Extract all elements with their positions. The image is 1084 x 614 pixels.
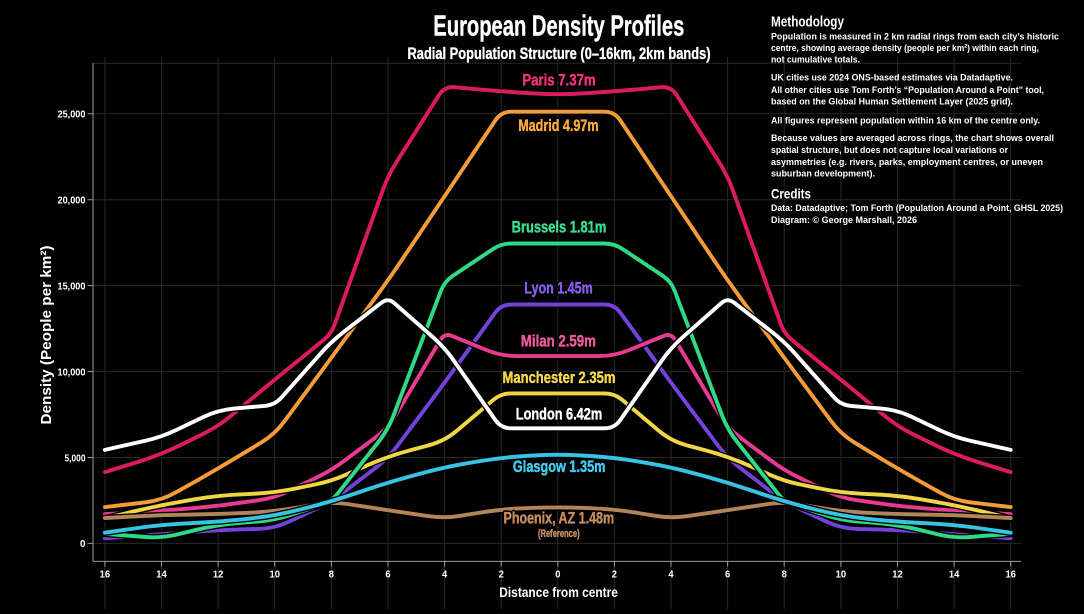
- svg-text:14: 14: [156, 568, 167, 580]
- svg-text:not cumulative totals.: not cumulative totals.: [771, 54, 860, 65]
- svg-text:Because values are averaged ac: Because values are averaged across rings…: [771, 133, 1054, 144]
- svg-text:Diagram: © George Marshall, 20: Diagram: © George Marshall, 2026: [771, 215, 917, 226]
- svg-text:12: 12: [892, 568, 903, 580]
- svg-text:12: 12: [213, 568, 224, 580]
- svg-text:4: 4: [442, 568, 447, 580]
- svg-text:10: 10: [269, 568, 280, 580]
- svg-text:10: 10: [836, 568, 847, 580]
- svg-text:8: 8: [782, 568, 787, 580]
- svg-text:8: 8: [329, 568, 334, 580]
- svg-text:15,000: 15,000: [58, 280, 86, 292]
- svg-text:Milan 2.59m: Milan 2.59m: [521, 331, 596, 350]
- svg-text:6: 6: [725, 568, 730, 580]
- svg-text:Credits: Credits: [771, 187, 811, 202]
- svg-text:based on the Global Human Sett: based on the Global Human Settlement Lay…: [771, 97, 1013, 108]
- svg-text:14: 14: [949, 568, 960, 580]
- svg-text:London 6.42m: London 6.42m: [516, 404, 602, 423]
- svg-text:spatial structure, but does no: spatial structure, but does not capture …: [771, 145, 1008, 156]
- svg-text:16: 16: [1005, 568, 1016, 580]
- svg-text:Phoenix, AZ 1.48m: Phoenix, AZ 1.48m: [504, 509, 615, 528]
- svg-text:25,000: 25,000: [58, 109, 86, 121]
- svg-text:European Density Profiles: European Density Profiles: [433, 11, 684, 43]
- svg-text:2: 2: [499, 568, 504, 580]
- svg-text:Madrid 4.97m: Madrid 4.97m: [518, 116, 598, 135]
- svg-text:Brussels 1.81m: Brussels 1.81m: [512, 218, 607, 237]
- svg-text:Manchester 2.35m: Manchester 2.35m: [503, 368, 616, 387]
- svg-text:16: 16: [100, 568, 111, 580]
- svg-text:0: 0: [555, 568, 560, 580]
- svg-text:Glasgow 1.35m: Glasgow 1.35m: [513, 457, 606, 476]
- svg-text:6: 6: [385, 568, 390, 580]
- svg-text:2: 2: [612, 568, 617, 580]
- svg-text:Manchester 2.35m: Manchester 2.35m: [503, 368, 616, 387]
- svg-text:Glasgow 1.35m: Glasgow 1.35m: [513, 457, 606, 476]
- svg-text:Phoenix, AZ 1.48m: Phoenix, AZ 1.48m: [504, 509, 615, 528]
- svg-text:Distance from centre: Distance from centre: [499, 584, 618, 600]
- svg-text:UK cities use 2024 ONS-based e: UK cities use 2024 ONS-based estimates v…: [771, 73, 1013, 84]
- svg-text:London 6.42m: London 6.42m: [516, 404, 602, 423]
- svg-text:Data: Datadaptive; Tom Forth (: Data: Datadaptive; Tom Forth (Population…: [771, 203, 1063, 214]
- svg-text:20,000: 20,000: [58, 195, 86, 207]
- svg-text:suburban development).: suburban development).: [771, 169, 875, 180]
- svg-text:(Reference): (Reference): [538, 528, 580, 540]
- svg-text:10,000: 10,000: [58, 366, 86, 378]
- svg-text:Brussels 1.81m: Brussels 1.81m: [512, 218, 607, 237]
- svg-text:Madrid 4.97m: Madrid 4.97m: [518, 116, 598, 135]
- svg-text:Paris 7.37m: Paris 7.37m: [522, 71, 595, 90]
- svg-text:Population is measured in 2 km: Population is measured in 2 km radial ri…: [771, 32, 1060, 43]
- svg-text:5,000: 5,000: [65, 452, 86, 464]
- svg-text:Paris 7.37m: Paris 7.37m: [522, 71, 595, 90]
- svg-text:4: 4: [668, 568, 673, 580]
- svg-text:All other cities use Tom Forth: All other cities use Tom Forth’s “Popula…: [771, 85, 1044, 96]
- svg-text:(Reference): (Reference): [538, 528, 580, 540]
- svg-text:Lyon 1.45m: Lyon 1.45m: [524, 278, 592, 297]
- svg-text:0: 0: [80, 538, 86, 550]
- svg-text:Density (People per km²): Density (People per km²): [38, 246, 55, 425]
- svg-text:centre, showing average densit: centre, showing average density (people …: [771, 43, 1039, 54]
- svg-text:Lyon 1.45m: Lyon 1.45m: [524, 278, 592, 297]
- svg-text:Radial Population Structure (0: Radial Population Structure (0–16km, 2km…: [408, 45, 711, 63]
- svg-text:asymmetries (e.g. rivers, park: asymmetries (e.g. rivers, parks, employm…: [771, 157, 1043, 168]
- svg-text:Methodology: Methodology: [771, 14, 845, 31]
- svg-text:All figures represent populati: All figures represent population within …: [771, 116, 1040, 127]
- svg-text:Milan 2.59m: Milan 2.59m: [521, 331, 596, 350]
